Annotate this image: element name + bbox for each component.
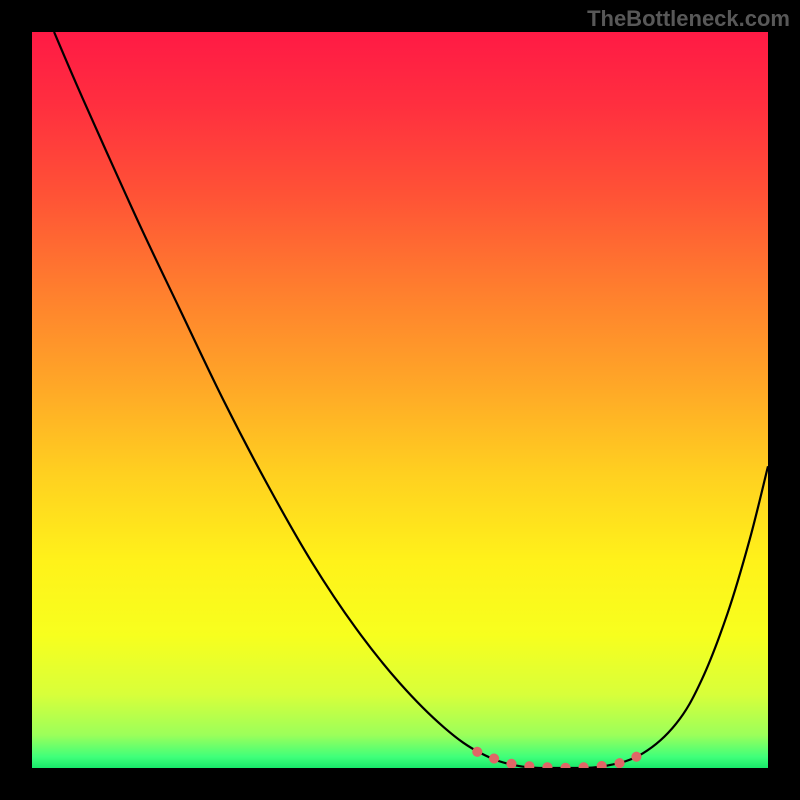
optimal-range-highlight (477, 750, 648, 767)
plot-area (32, 32, 768, 768)
bottleneck-curve (54, 32, 768, 768)
curve-layer (32, 32, 768, 768)
chart-container: TheBottleneck.com (0, 0, 800, 800)
watermark-text: TheBottleneck.com (587, 6, 790, 32)
